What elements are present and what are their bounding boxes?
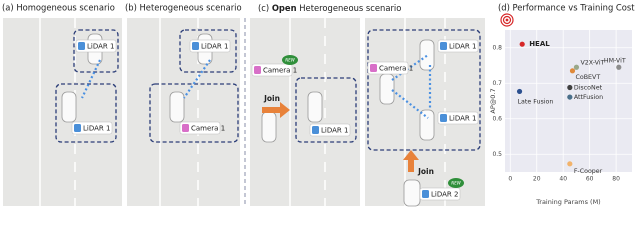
x-axis-title: Training Params (M): [535, 198, 600, 206]
sensor-label: Camera 1: [179, 121, 225, 135]
point: [567, 84, 573, 91]
label-box: [367, 61, 409, 75]
cars: [61, 33, 435, 207]
x-tick-label: 0: [508, 176, 512, 183]
panel-title: (a) Homogeneous scenario: [2, 3, 115, 13]
sensor-icon: [192, 42, 199, 50]
panel-title: (b) Heterogeneous scenario: [125, 3, 242, 13]
label-box: [71, 121, 113, 135]
sensor-icon: [78, 42, 85, 50]
badge-text: NEW: [451, 180, 462, 185]
sensor-icon: [182, 124, 189, 132]
sensor-name: LiDAR 1: [449, 115, 476, 123]
y-tick-label: 0.5: [492, 151, 502, 158]
sensor-name: LiDAR 2: [431, 191, 458, 199]
point-label: HEAL: [529, 40, 550, 48]
sensor-icon: [440, 114, 447, 122]
point: [567, 94, 573, 100]
x-tick-label: 60: [586, 176, 594, 183]
label-box: [437, 39, 479, 53]
sensor-name: Camera 1: [191, 125, 225, 133]
label-box: [309, 123, 351, 137]
sensor-name: LiDAR 1: [83, 125, 110, 133]
sensor-label: LiDAR 1: [71, 121, 113, 135]
badge-text: NEW: [285, 57, 296, 62]
point-label: F-Cooper: [574, 168, 603, 175]
sensor-name: Camera 1: [263, 67, 297, 75]
y-tick-label: 0.7: [492, 80, 502, 87]
point: [569, 68, 576, 74]
target-icon: [500, 13, 514, 27]
sensor-name: LiDAR 1: [321, 127, 348, 135]
join-label: Join: [417, 167, 434, 176]
x-tick-label: 80: [612, 176, 620, 183]
label-box: [419, 187, 461, 201]
sensor-icon: [440, 42, 447, 50]
y-tick-label: 0.8: [492, 44, 502, 51]
point: [519, 41, 525, 47]
sensor-icon: [254, 66, 261, 74]
badge: [448, 178, 464, 188]
point-label: DiscoNet: [574, 85, 603, 92]
label-box: [189, 39, 231, 53]
panel-title: (c) Open Heterogeneous scenario: [258, 3, 401, 13]
point-label: HM-ViT: [604, 57, 626, 64]
sensor-icon: [74, 124, 81, 132]
title-part: Open: [272, 3, 297, 13]
badge: [282, 55, 298, 65]
point-label: AttFusion: [574, 94, 603, 101]
join-arrows: [262, 102, 419, 172]
chart-title: (d) Performance vs Training Cost: [498, 3, 635, 13]
sensor-label: LiDAR 2: [419, 187, 461, 201]
point: [516, 88, 523, 95]
join-label: Join: [263, 94, 280, 103]
sensor-label: Camera 1: [367, 61, 413, 75]
sensor-label: LiDAR 1: [437, 111, 479, 125]
point: [567, 161, 573, 167]
sensor-name: LiDAR 1: [87, 43, 114, 51]
links: [81, 54, 432, 119]
label-box: [75, 39, 117, 53]
sensor-icon: [422, 190, 429, 198]
sensor-icon: [370, 64, 377, 72]
sensor-label: LiDAR 1: [75, 39, 117, 53]
label-box: [179, 121, 221, 135]
figure: (a) Homogeneous scenario (b) Heterogeneo…: [2, 3, 635, 207]
x-tick-label: 20: [533, 176, 541, 183]
label-box: [251, 63, 293, 77]
plot-background: [505, 30, 632, 172]
point: [616, 64, 622, 70]
x-tick-label: 40: [559, 176, 567, 183]
label-box: [437, 111, 479, 125]
title-part: Heterogeneous scenario: [297, 3, 402, 13]
sensor-label: LiDAR 1: [309, 123, 351, 137]
sensor-label: LiDAR 1: [437, 39, 479, 53]
title-part: (c): [258, 3, 272, 13]
sensor-name: LiDAR 1: [449, 43, 476, 51]
y-axis-title: AP@0.7: [489, 88, 497, 113]
sensor-label: Camera 1: [251, 63, 297, 77]
point: [573, 64, 580, 70]
point-label: Late Fusion: [518, 98, 554, 105]
point-label: CoBEVT: [575, 74, 600, 81]
y-tick-label: 0.6: [492, 115, 502, 122]
sensor-icon: [312, 126, 319, 134]
point-label: V2X-ViT: [580, 59, 604, 66]
sensor-name: LiDAR 1: [201, 43, 228, 51]
sensor-name: Camera 1: [379, 65, 413, 73]
sensor-label: LiDAR 1: [189, 39, 231, 53]
